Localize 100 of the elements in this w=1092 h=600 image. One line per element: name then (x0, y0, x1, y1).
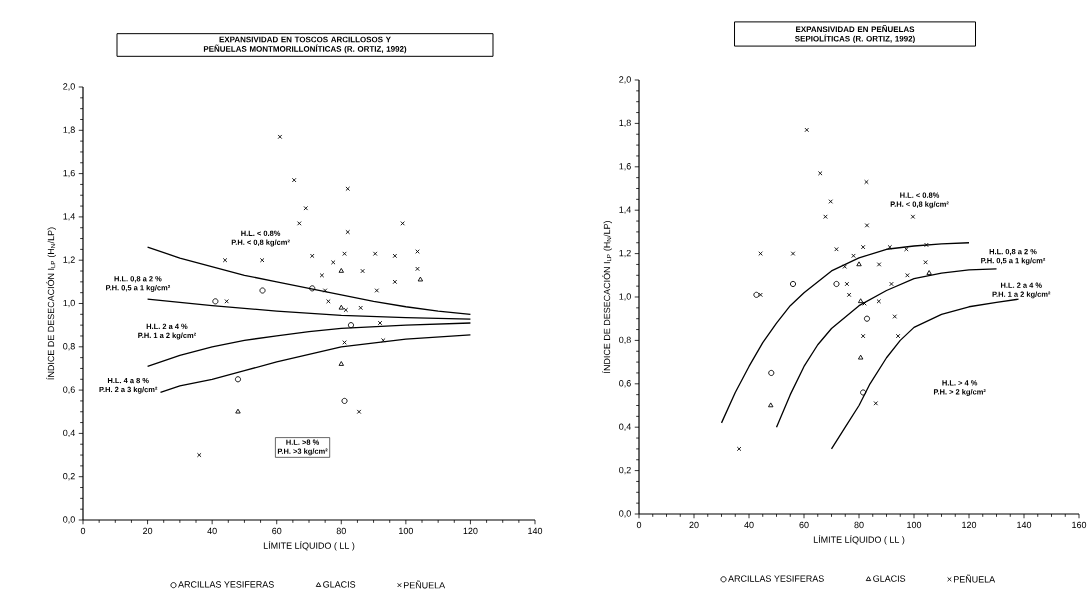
point (758, 251, 763, 256)
y-axis-title: ÍNDICE DE DESECACIÓN I$_{LP}$ (H$_{N}$/LP) (602, 220, 612, 373)
point (347, 322, 355, 329)
point (926, 270, 932, 275)
point (196, 452, 202, 458)
point (876, 299, 882, 304)
y-tick-label: 0,8 (63, 343, 75, 351)
y-tick-label: 0,2 (63, 472, 75, 481)
x-tick-label: 80 (854, 521, 864, 529)
x-tick-label: 80 (336, 527, 346, 535)
point (823, 214, 828, 219)
x-axis-title: LÍMITE LÍQUIDO ( LL ) (813, 534, 905, 545)
y-tick-label: 1,0 (63, 299, 75, 308)
point (212, 298, 219, 305)
y-tick-label: 0,4 (63, 429, 75, 438)
y-tick-label: 0,6 (63, 386, 75, 394)
point (372, 251, 378, 256)
point (345, 229, 351, 235)
x-tick-label: 120 (962, 521, 977, 529)
legend-label: GLACIS (323, 581, 356, 588)
x-tick-label: 20 (143, 527, 153, 535)
y-tick-label: 2,0 (63, 83, 75, 91)
point (330, 260, 336, 265)
line-series (146, 298, 472, 320)
y-tick-label: 2,0 (619, 76, 631, 84)
point (303, 205, 309, 211)
line-series (830, 298, 1020, 450)
point (864, 179, 869, 185)
point (234, 376, 242, 383)
x-tick-label: 0 (80, 527, 86, 535)
point (224, 299, 229, 304)
point (338, 304, 344, 310)
point (768, 402, 774, 408)
y-tick-label: 1,2 (619, 249, 631, 258)
point (358, 305, 363, 311)
point (338, 361, 344, 366)
point (864, 223, 870, 228)
point (259, 287, 266, 294)
point (400, 221, 405, 226)
point (297, 221, 302, 226)
point (904, 246, 909, 252)
point (833, 280, 840, 288)
point (309, 253, 315, 259)
legend-label: PEÑUELA (953, 574, 996, 583)
x-tick-label: 120 (463, 527, 478, 535)
point (857, 298, 864, 304)
x-tick-label: 40 (207, 527, 217, 535)
point (910, 214, 916, 219)
point (889, 281, 894, 287)
point (828, 199, 833, 204)
point (860, 389, 867, 396)
point (863, 315, 871, 322)
point (753, 291, 760, 298)
point (309, 285, 316, 292)
point (892, 314, 898, 319)
point (277, 134, 283, 140)
point (343, 307, 349, 313)
point (415, 266, 420, 272)
y-tick-label: 0,6 (619, 380, 631, 388)
point (834, 246, 839, 252)
point (860, 244, 866, 250)
point (768, 369, 775, 376)
point (876, 262, 882, 267)
point (857, 354, 864, 360)
point (374, 288, 380, 293)
point (924, 242, 929, 248)
y-tick-label: 1,4 (619, 206, 631, 214)
point (873, 401, 879, 406)
point (905, 273, 910, 278)
point (851, 253, 856, 259)
x-axis-title: LÍMITE LÍQUIDO ( LL ) (263, 540, 355, 551)
point (860, 333, 866, 339)
point (856, 261, 862, 267)
legend-label: PEÑUELA (403, 580, 446, 589)
y-axis-title: ÍNDICE DE DESECACIÓN I$_{LP}$ (H$_{N}$/LP) (46, 227, 56, 380)
y-tick-label: 1,6 (63, 169, 75, 178)
point (326, 299, 331, 304)
point (923, 260, 928, 265)
point (842, 264, 847, 269)
x-tick-label: 60 (272, 527, 282, 535)
y-tick-label: 1,0 (619, 293, 631, 301)
x-tick-label: 140 (1017, 521, 1032, 529)
point (380, 338, 386, 343)
x-tick-label: 20 (689, 521, 699, 529)
point (345, 186, 351, 192)
point (844, 281, 850, 287)
y-tick-label: 1,6 (619, 163, 631, 171)
point (341, 397, 348, 404)
y-tick-label: 1,4 (63, 213, 75, 221)
point (789, 280, 797, 288)
x-tick-label: 100 (907, 521, 922, 529)
legend-label: GLACIS (873, 575, 906, 582)
y-tick-label: 0,2 (619, 466, 631, 475)
legend-label: ARCILLAS YESIFERAS (728, 575, 824, 582)
x-tick-label: 40 (744, 521, 754, 529)
point (804, 127, 810, 133)
point (356, 409, 362, 415)
y-tick-label: 1,2 (63, 256, 75, 264)
x-tick-label: 100 (399, 527, 413, 535)
y-tick-label: 0,0 (619, 510, 631, 518)
